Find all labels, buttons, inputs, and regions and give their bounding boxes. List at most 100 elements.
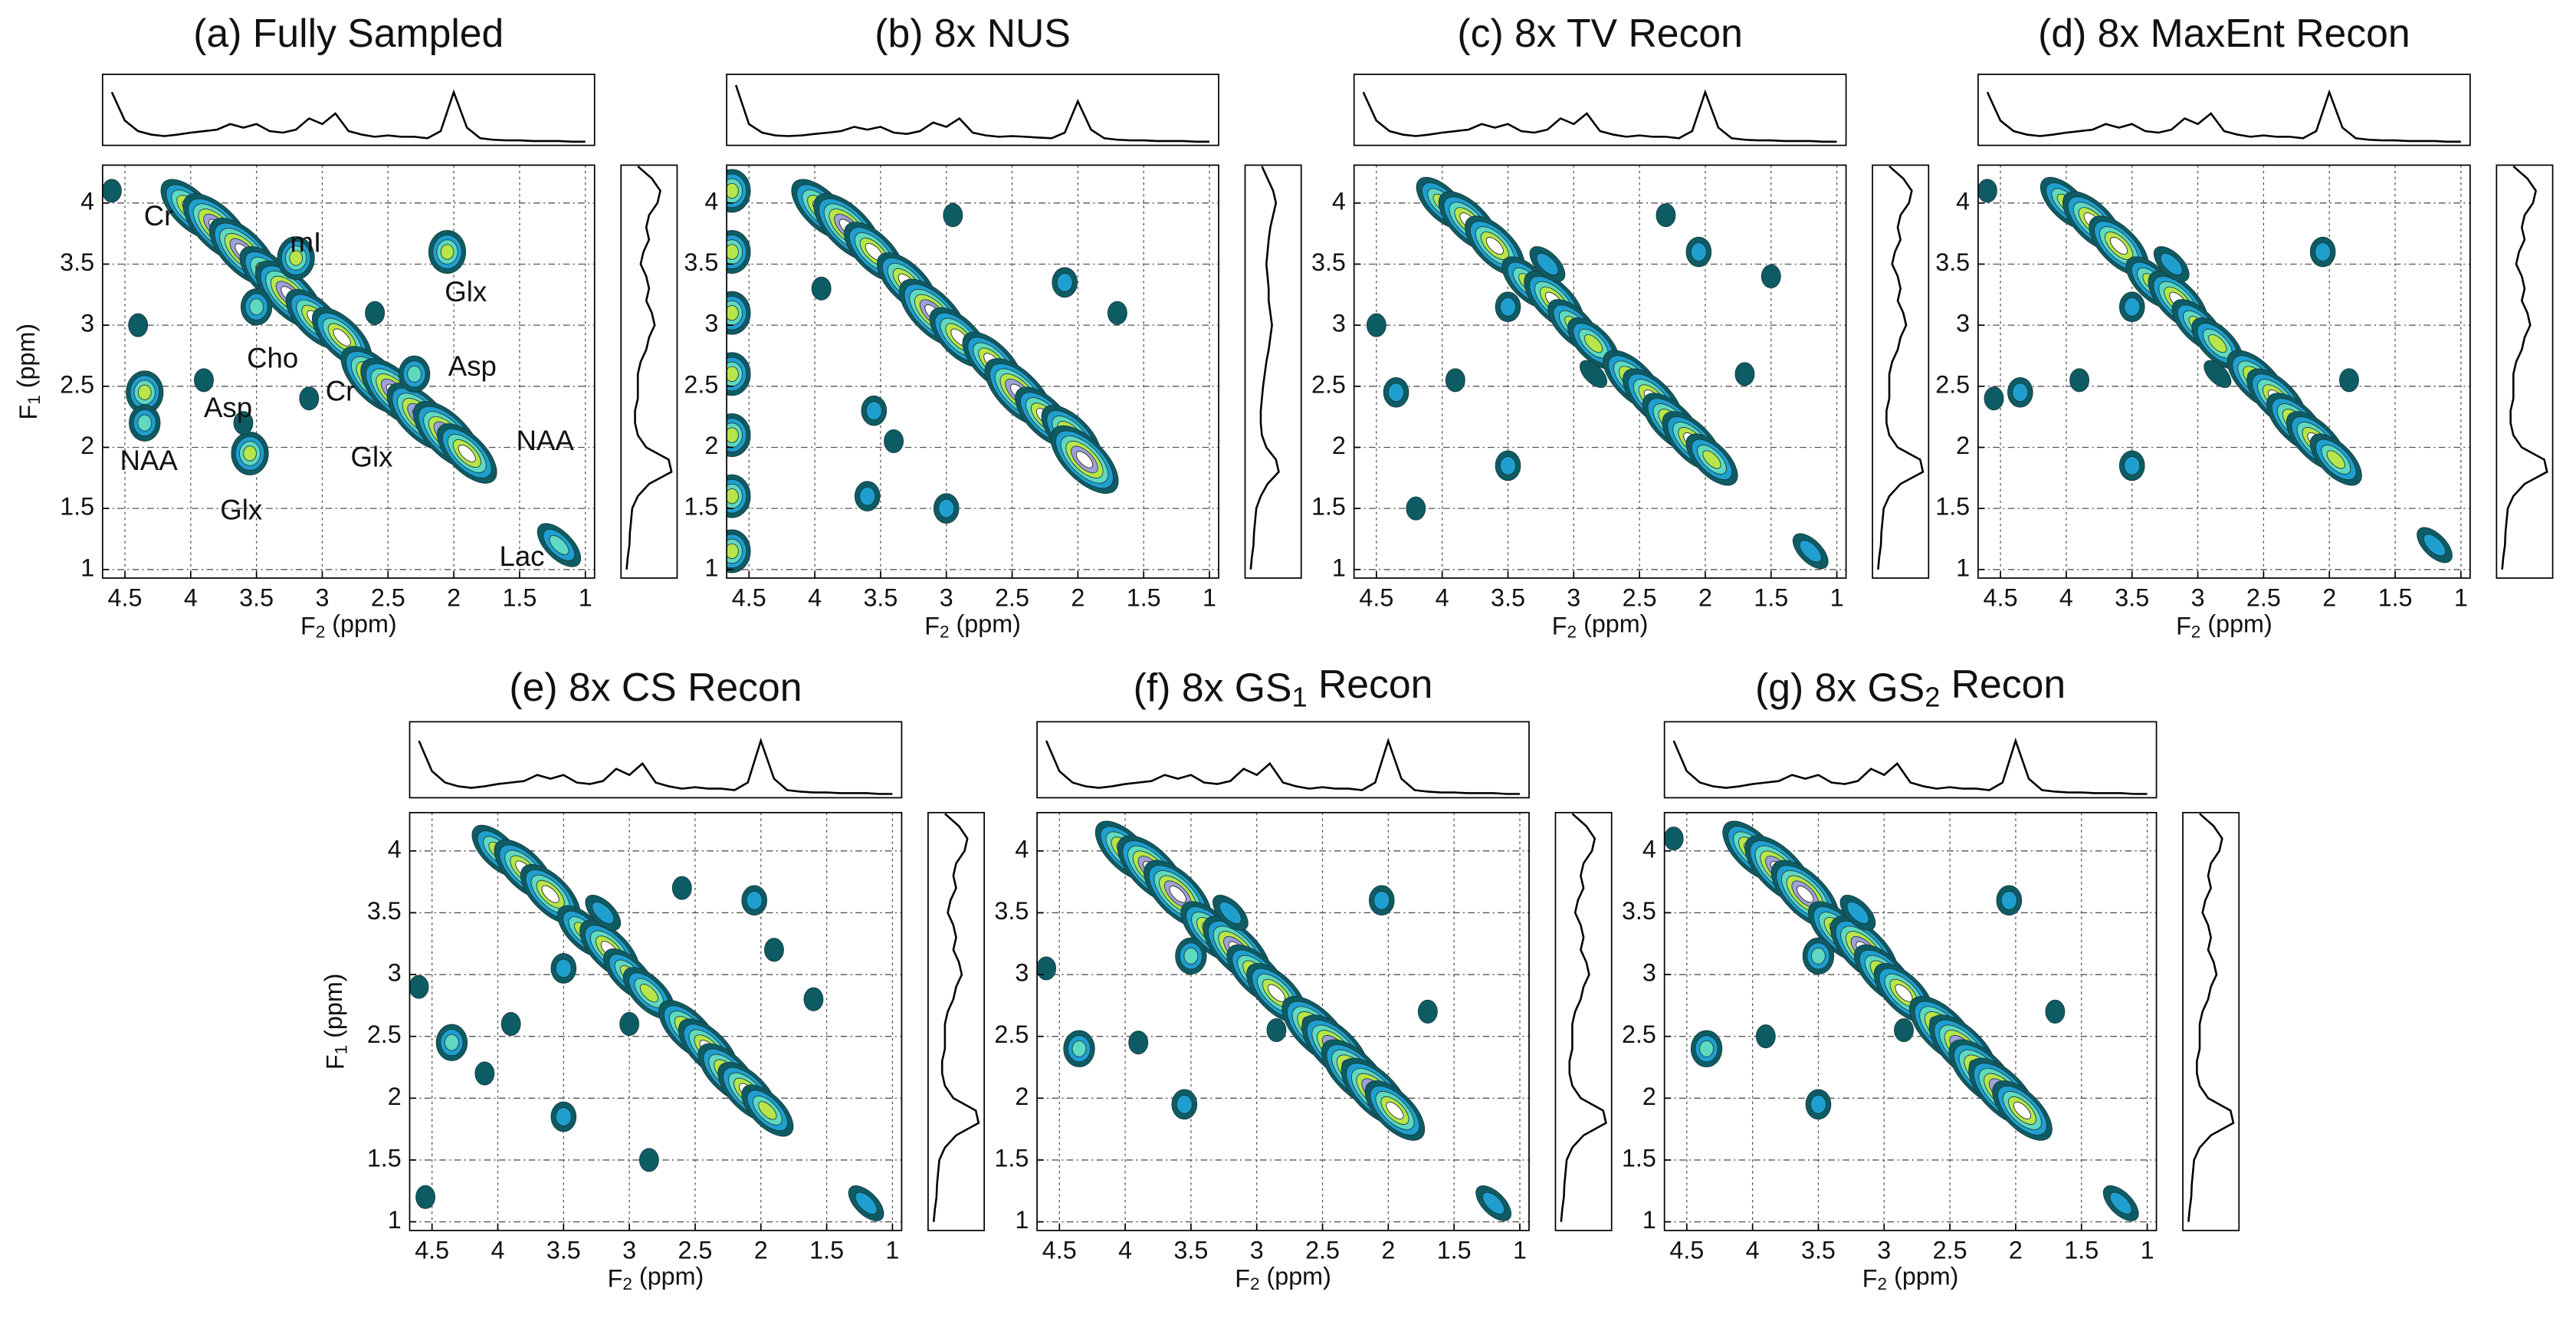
contour-ring xyxy=(2315,242,2332,261)
contour-ring xyxy=(727,244,739,260)
contour-ring xyxy=(727,305,739,321)
contour-ring xyxy=(1761,264,1781,288)
x-tick-label: 4 xyxy=(184,583,198,611)
y-tick-label: 4 xyxy=(1015,835,1029,863)
panel-title: (b) 8x NUS xyxy=(875,11,1071,55)
contour-ring xyxy=(1977,179,1997,203)
contours xyxy=(1664,820,2139,1221)
y-tick-label: 4 xyxy=(388,835,402,863)
y-tick-label: 1 xyxy=(80,554,94,581)
contour-ring xyxy=(2110,237,2128,255)
x-axis-label-part: (ppm) xyxy=(2200,610,2272,637)
contour-ring xyxy=(299,386,320,411)
contour-ring xyxy=(727,366,739,383)
contour-ring xyxy=(746,890,763,910)
side-projection xyxy=(1560,813,1607,1222)
peak-annotation: NAA xyxy=(516,425,574,456)
x-tick-label: 1.5 xyxy=(1127,583,1161,611)
x-axis-label: F2 (ppm) xyxy=(1552,610,1649,641)
contour-ring xyxy=(619,1012,640,1037)
y-tick-label: 1.5 xyxy=(60,493,94,521)
top-projection xyxy=(418,738,893,795)
y-tick-label: 2.5 xyxy=(367,1021,402,1048)
y-tick-label: 1 xyxy=(388,1206,402,1234)
contour-ring xyxy=(592,901,615,924)
top-projection-frame xyxy=(101,74,596,146)
x-axis-label: F2 (ppm) xyxy=(1235,1262,1331,1293)
contour-ring xyxy=(1219,901,1242,924)
contour-ring xyxy=(865,401,882,421)
contour-ring xyxy=(758,1101,777,1120)
contour-ring xyxy=(1266,1018,1287,1043)
y-tick-label: 2.5 xyxy=(60,370,94,398)
contour-ring xyxy=(549,534,569,555)
x-axis-label-part: F xyxy=(1862,1264,1878,1292)
top-projection xyxy=(734,84,1209,143)
contour-ring xyxy=(943,203,963,228)
contour-ring xyxy=(855,1191,878,1214)
contour-ring xyxy=(128,313,149,337)
contour-ring xyxy=(2204,360,2232,388)
peak-annotation: Glx xyxy=(220,494,262,525)
y-tick-label: 1.5 xyxy=(1622,1144,1656,1172)
contour-ring xyxy=(1797,886,1814,903)
x-tick-label: 1.5 xyxy=(1754,583,1788,611)
side-projection-frame xyxy=(927,811,986,1231)
contour-ring xyxy=(249,298,264,316)
contour-ring xyxy=(137,384,152,400)
contour-ring xyxy=(1499,297,1516,317)
contour-ring xyxy=(884,429,904,454)
x-tick-label: 3 xyxy=(315,583,329,611)
contour-ring xyxy=(1810,1095,1826,1114)
peak-annotation: Cr xyxy=(326,375,356,406)
panel: (a) Fully Sampled 4.5 4 3.5 3 2.5 2 1.5 1 1 1.5 2 2.… xyxy=(12,11,678,641)
contour-ring xyxy=(1071,1040,1087,1057)
y-tick-label: 1.5 xyxy=(367,1144,402,1172)
top-projection-frame xyxy=(1353,74,1847,146)
contours xyxy=(409,824,884,1221)
x-tick-label: 3.5 xyxy=(1801,1236,1836,1264)
contour-ring xyxy=(365,301,386,325)
x-tick-label: 2 xyxy=(1071,583,1085,611)
contour-ring xyxy=(407,365,422,383)
contour-ring xyxy=(639,984,658,1003)
x-tick-label: 3.5 xyxy=(863,583,897,611)
contours xyxy=(102,179,582,567)
panel: (b) 8x NUS 4.5 4 3.5 3 2.5 2 1.5 1 1 1.5 2 2.5 3 3.5 4 F… xyxy=(684,11,1302,641)
x-axis-label-part: 2 xyxy=(1878,1274,1888,1293)
panel-title: (f) 8x GS1 Recon xyxy=(1134,661,1433,712)
x-tick-label: 4.5 xyxy=(108,583,143,611)
plot-frame xyxy=(726,164,1219,579)
contour-ring xyxy=(500,1012,521,1037)
x-axis-label: F2 (ppm) xyxy=(2176,610,2272,641)
contour-ring xyxy=(727,427,739,443)
peak-annotation: Glx xyxy=(350,442,392,473)
contour-ring xyxy=(671,876,692,900)
x-tick-label: 1.5 xyxy=(1437,1236,1472,1264)
x-axis-label: F2 (ppm) xyxy=(300,610,397,641)
y-tick-label: 3.5 xyxy=(1311,248,1346,276)
panel-title: (g) 8x GS2 Recon xyxy=(1755,661,2066,712)
x-axis-label-part: (ppm) xyxy=(325,610,396,637)
contour-ring xyxy=(1176,1095,1193,1114)
contour-ring xyxy=(1755,1024,1776,1049)
x-axis-label-part: (ppm) xyxy=(1260,1262,1331,1290)
panel-title-part: (g) 8x GS xyxy=(1755,665,1925,709)
peak-annotation: Asp xyxy=(448,350,497,382)
contour-ring xyxy=(2013,1101,2032,1119)
x-tick-label: 4 xyxy=(2059,583,2073,611)
contour-ring xyxy=(243,445,257,462)
contour-ring xyxy=(2423,534,2446,557)
x-axis-label-part: (ppm) xyxy=(632,1262,704,1290)
y-tick-label: 2 xyxy=(1642,1083,1656,1110)
y-axis-label-part: 1 xyxy=(331,1045,350,1055)
contour-ring xyxy=(764,938,784,962)
x-axis-label-part: (ppm) xyxy=(1577,610,1648,637)
y-tick-label: 3 xyxy=(1332,310,1346,337)
x-tick-label: 4.5 xyxy=(415,1236,449,1264)
x-tick-label: 3 xyxy=(1250,1236,1264,1264)
top-projection-frame xyxy=(1977,74,2471,146)
x-tick-label: 1 xyxy=(1203,583,1216,611)
